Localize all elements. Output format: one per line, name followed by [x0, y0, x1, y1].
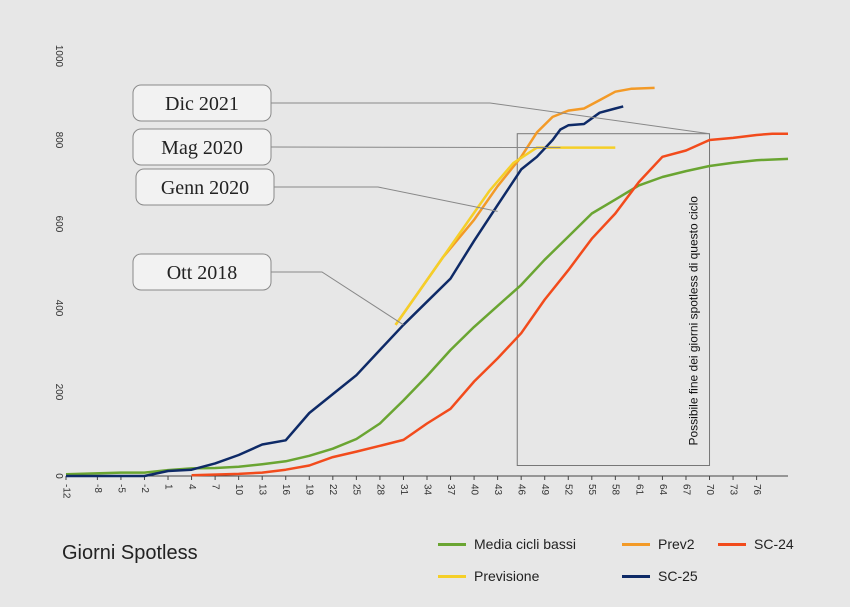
x-tick-label: -8: [92, 484, 103, 493]
y-tick-label: 400: [53, 300, 64, 317]
y-tick-label: 200: [53, 384, 64, 401]
y-tick-label: 600: [53, 216, 64, 233]
x-tick-label: 40: [468, 484, 479, 496]
callout-leader: [271, 102, 710, 135]
callout-label: Dic 2021: [165, 93, 239, 115]
x-tick-label: 22: [327, 484, 338, 496]
x-tick-label: 16: [280, 484, 291, 496]
series-line-media-cicli-bassi: [65, 157, 789, 476]
x-tick-label: 76: [751, 484, 762, 496]
chart-title: Giorni Spotless: [62, 542, 198, 564]
callout-box: [135, 168, 275, 206]
x-tick-label: 61: [633, 484, 644, 496]
x-tick-label: 49: [539, 484, 550, 496]
x-tick-label: 4: [186, 484, 197, 490]
callout-box: [132, 253, 272, 291]
callout-label: Ott 2018: [167, 262, 238, 284]
x-tick-label: 46: [516, 484, 527, 496]
series-line-prev2: [394, 86, 655, 326]
series-line-sc-24: [191, 132, 788, 477]
x-tick-label: 10: [233, 484, 244, 496]
x-tick-label: -12: [60, 484, 71, 499]
y-tick-label: 800: [53, 132, 64, 149]
x-tick-label: 7: [209, 484, 220, 490]
x-tick-label: 52: [563, 484, 574, 496]
y-tick-label: 0: [53, 473, 64, 479]
callout-box: [132, 128, 272, 166]
x-tick-label: 67: [680, 484, 691, 496]
series-group: [65, 86, 789, 478]
series-line-previsione: [394, 146, 616, 326]
callout-leader: [274, 186, 498, 212]
x-tick-label: 34: [421, 484, 432, 496]
callout-label: Mag 2020: [161, 137, 243, 159]
x-tick-label: 13: [257, 484, 268, 496]
callout-box: [132, 84, 272, 122]
callout-leader: [270, 146, 561, 149]
x-tick-label: 1: [162, 484, 173, 490]
x-tick-label: 25: [351, 484, 362, 496]
axes: 0 200 400 600 800 1000 -12 -8 -5 -2 1 4 7 10 13 16 19 22 2…: [53, 45, 788, 499]
x-tick-label: 31: [398, 484, 409, 496]
x-tick-label: 64: [657, 484, 668, 496]
x-tick-label: 19: [304, 484, 315, 496]
x-tick-label: 55: [586, 484, 597, 496]
possible-end-box: [516, 133, 711, 466]
callout-leader: [271, 271, 404, 326]
series-line-sc-25: [66, 105, 624, 478]
y-tick-label: 1000: [53, 45, 64, 68]
x-tick-label: -5: [115, 484, 126, 493]
x-tick-label: 43: [492, 484, 503, 496]
x-tick-label: 73: [727, 484, 738, 496]
callouts: Dic 2021 Mag 2020 Genn 2020 Ott 2018: [132, 84, 710, 326]
box-label: Possibile fine dei giorni spotless di qu…: [687, 196, 701, 446]
highlight-box: Possibile fine dei giorni spotless di qu…: [516, 133, 711, 466]
x-tick-label: -2: [139, 484, 150, 493]
x-tick-label: 70: [704, 484, 715, 496]
callout-label: Genn 2020: [161, 177, 249, 199]
x-tick-label: 58: [610, 484, 621, 496]
x-tick-label: 28: [374, 484, 385, 496]
x-tick-label: 37: [445, 484, 456, 496]
